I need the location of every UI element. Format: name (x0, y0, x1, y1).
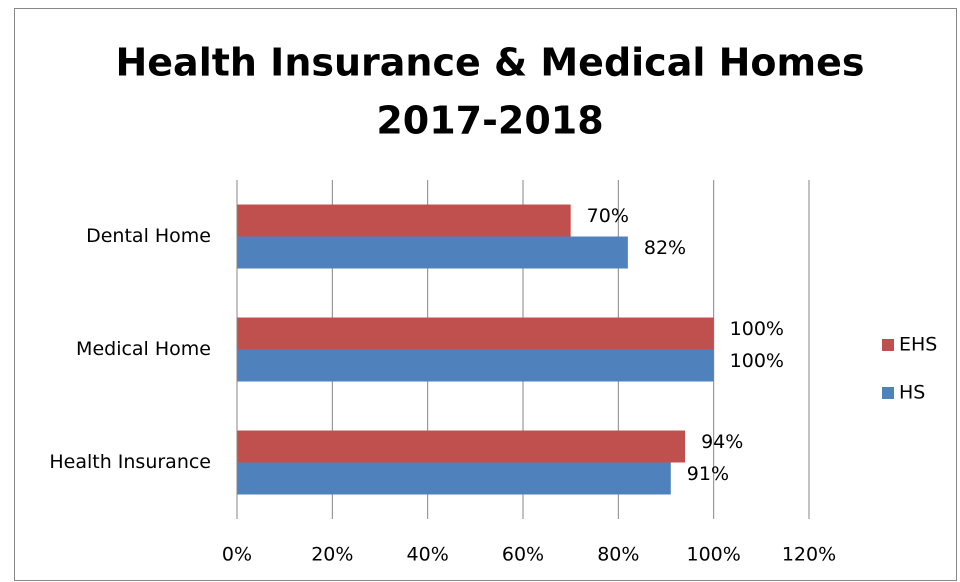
legend-label: HS (899, 382, 925, 404)
bar (237, 204, 571, 237)
x-tick-label: 120% (782, 544, 836, 566)
y-tick-label: Medical Home (76, 338, 211, 360)
data-label: 94% (701, 431, 743, 453)
bar (237, 462, 671, 495)
bar (237, 349, 714, 382)
x-tick-label: 100% (687, 544, 741, 566)
data-label: 100% (730, 318, 784, 340)
x-tick-label: 60% (502, 544, 544, 566)
bar (237, 430, 686, 463)
bar (237, 236, 628, 269)
legend-swatch (882, 387, 894, 399)
y-tick-label: Dental Home (86, 225, 211, 247)
y-tick-label: Health Insurance (49, 451, 211, 473)
chart-border (14, 8, 957, 581)
legend-swatch (882, 339, 894, 351)
data-label: 91% (687, 463, 729, 485)
data-label: 100% (730, 350, 784, 372)
x-tick-label: 40% (407, 544, 449, 566)
data-label: 82% (644, 237, 686, 259)
data-label: 70% (587, 205, 629, 227)
x-tick-label: 80% (597, 544, 639, 566)
chart-title: 2017-2018 (376, 99, 603, 143)
x-tick-label: 20% (311, 544, 353, 566)
chart-title: Health Insurance & Medical Homes (115, 41, 864, 85)
bar (237, 317, 714, 350)
x-tick-label: 0% (222, 544, 252, 566)
legend-label: EHS (899, 334, 937, 356)
